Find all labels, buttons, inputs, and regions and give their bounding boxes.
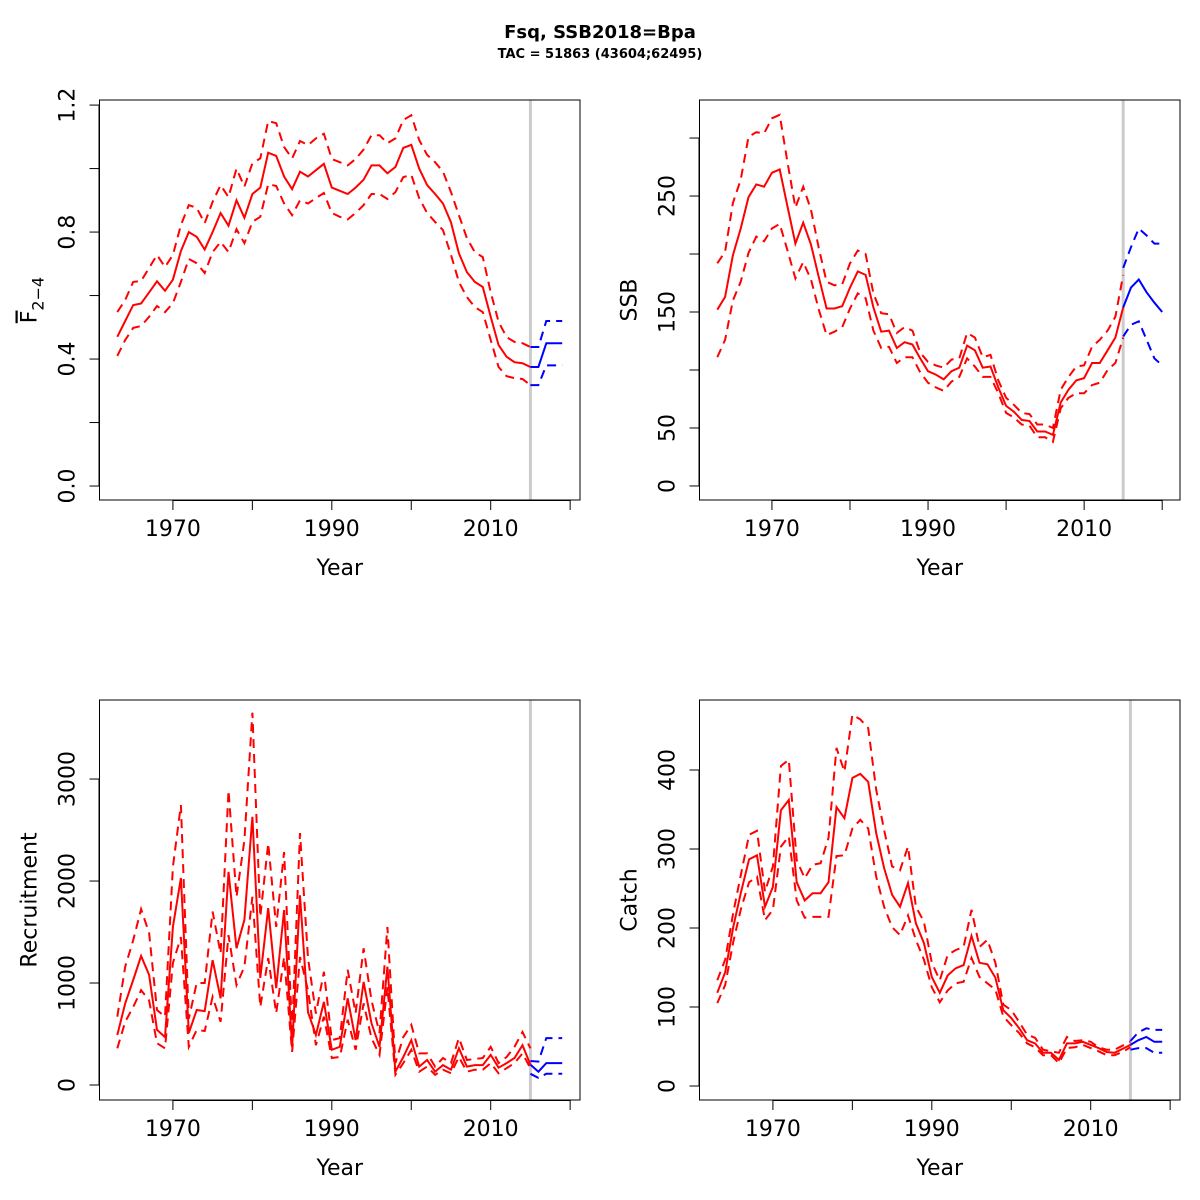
x-tick-label: 2010	[463, 517, 519, 542]
y-axis: 0.0 0.4 0.8 1.2 F2−4	[18, 88, 100, 504]
figure-subtitle: TAC = 51863 (43604;62495)	[497, 47, 703, 62]
forecast-lower-line	[1130, 1047, 1163, 1054]
forecast-mean-line	[530, 342, 563, 368]
y-tick-label: 250	[656, 175, 681, 217]
y-tick-label: 1.2	[56, 88, 81, 123]
y-tick-label: 0	[56, 1078, 81, 1092]
forecast-lower-line	[529, 1072, 563, 1080]
historical-mean-line	[116, 143, 531, 368]
x-tick-label: 2010	[1063, 1117, 1119, 1142]
y-axis: 0 1000 2000 3000 Recruitment	[18, 751, 100, 1092]
y-tick-label: 0.0	[56, 469, 81, 504]
y-tick-label: 0	[656, 479, 681, 493]
forecast-mean-line	[1129, 1035, 1163, 1046]
y-axis-title-main: F	[18, 311, 43, 324]
x-tick-label: 1990	[304, 1117, 360, 1142]
forecast-lower-line	[530, 364, 563, 387]
forecast-upper-line	[530, 320, 563, 348]
plot-frame	[99, 699, 581, 1101]
historical-mean-line	[716, 772, 1131, 1062]
y-tick-label: 400	[656, 749, 681, 791]
y-tick-label: 150	[656, 291, 681, 333]
historical-upper-line	[716, 713, 1131, 1054]
x-tick-label: 1990	[304, 517, 360, 542]
x-axis: 1970 1990 2010 Year	[744, 500, 1163, 581]
fishing-mortality-panel: 1970 1990 2010 Year 0.0 0.4 0.8 1.2 F2−4	[18, 88, 581, 581]
y-tick-label: 1000	[56, 955, 81, 1011]
plot-frame	[699, 99, 1181, 501]
x-tick-label: 1970	[145, 1117, 201, 1142]
y-tick-label: 3000	[56, 751, 81, 807]
forecast-mean-line	[1122, 277, 1163, 313]
x-axis-title: Year	[915, 556, 964, 581]
figure-title: Fsq, SSB2018=Bpa	[504, 22, 696, 43]
x-tick-label: 1970	[145, 517, 201, 542]
y-axis-title: F2−4	[18, 277, 48, 323]
historical-lower-line	[116, 173, 532, 386]
y-tick-label: 300	[656, 828, 681, 870]
y-tick-label: 200	[656, 907, 681, 949]
x-axis: 1970 1990 2010 Year	[145, 1100, 571, 1181]
x-tick-label: 1970	[745, 1117, 801, 1142]
x-tick-label: 2010	[463, 1117, 519, 1142]
forecast-upper-line	[530, 1037, 563, 1063]
y-axis-title: Catch	[618, 868, 643, 932]
historical-upper-line	[716, 113, 1125, 430]
historical-mean-line	[116, 816, 532, 1076]
x-tick-label: 1970	[744, 517, 800, 542]
plot-frame	[699, 699, 1181, 1101]
forecast-upper-line	[1122, 226, 1163, 269]
y-tick-label: 100	[656, 986, 681, 1028]
historical-lower-line	[716, 818, 1131, 1065]
historical-mean-line	[716, 167, 1125, 437]
forecast-mean-line	[529, 1062, 563, 1074]
x-axis-title: Year	[315, 1156, 364, 1181]
x-axis-title: Year	[315, 556, 364, 581]
y-axis-title-main: SSB	[618, 278, 643, 321]
ssb-panel: 1970 1990 2010 Year 0 50 150 250 SSB	[618, 99, 1181, 581]
y-tick-label: 0	[656, 1079, 681, 1093]
y-axis-title: SSB	[618, 278, 643, 321]
catch-panel: 1970 1990 2010 Year 0 100 200 300 400 Catch	[618, 699, 1181, 1181]
historical-lower-line	[716, 222, 1125, 444]
y-axis: 0 50 150 250 SSB	[618, 137, 700, 493]
x-tick-label: 2010	[1056, 517, 1112, 542]
y-tick-label: 2000	[56, 853, 81, 909]
y-tick-label: 50	[656, 414, 681, 442]
x-axis: 1970 1990 2010 Year	[145, 500, 571, 581]
historical-upper-line	[116, 113, 531, 348]
x-axis-title: Year	[915, 1156, 964, 1181]
historical-lower-line	[116, 896, 532, 1078]
historical-upper-line	[116, 712, 532, 1069]
y-tick-label: 0.8	[56, 215, 81, 250]
y-tick-label: 0.4	[56, 342, 81, 377]
plot-frame	[99, 99, 581, 501]
y-axis-title-main: Catch	[618, 868, 643, 932]
y-axis-title-main: Recruitment	[18, 832, 43, 968]
forecast-upper-line	[1129, 1027, 1163, 1042]
x-tick-label: 1990	[904, 1117, 960, 1142]
recruitment-panel: 1970 1990 2010 Year 0 1000 2000 3000 Recruitment	[18, 699, 581, 1181]
forecast-lower-line	[1122, 319, 1163, 367]
y-axis: 0 100 200 300 400 Catch	[618, 749, 700, 1093]
x-tick-label: 1990	[900, 517, 956, 542]
y-axis-title: Recruitment	[18, 832, 43, 968]
y-axis-title-subscript: 2−4	[29, 277, 48, 311]
x-axis: 1970 1990 2010 Year	[745, 1100, 1171, 1181]
